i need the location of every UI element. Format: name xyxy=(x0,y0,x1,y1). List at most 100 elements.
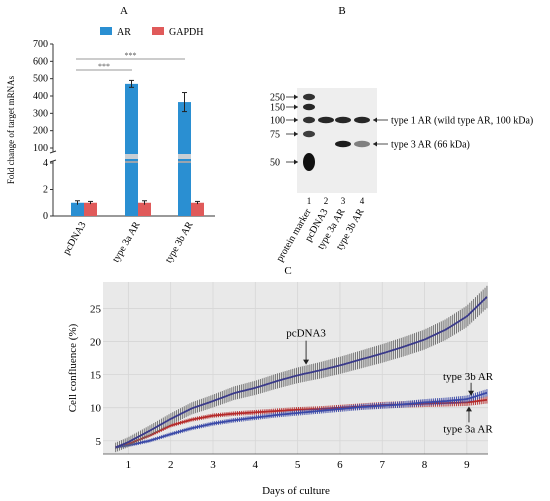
panel-label-b: B xyxy=(338,5,345,17)
annotation-label-type3b: type 3b AR xyxy=(443,371,494,383)
legend-swatch-ar xyxy=(100,27,112,35)
blot-band xyxy=(303,93,315,101)
blot-band xyxy=(303,116,315,124)
x-tick-label-c: 9 xyxy=(464,459,470,471)
y-tick-label-a: 100 xyxy=(33,143,48,154)
x-tick-label-c: 4 xyxy=(253,459,259,471)
series-c xyxy=(115,285,488,453)
plot-area-c xyxy=(103,282,488,454)
bar xyxy=(178,159,191,161)
y-tick-label-a: 400 xyxy=(33,91,48,102)
axes-c: 1 2 3 4 5 6 7 8 9 5 10 15 20 25 xyxy=(90,303,488,471)
bar xyxy=(71,202,84,216)
y-tick-label-a: 500 xyxy=(33,74,48,85)
marker-label: 50 xyxy=(270,158,280,169)
marker-label: 75 xyxy=(270,130,280,141)
band-annotations: type 1 AR (wild type AR, 100 kDa) type 3 … xyxy=(373,116,533,151)
bar xyxy=(178,163,191,216)
x-tick-label-c: 7 xyxy=(379,459,385,471)
x-tick-labels-a: pcDNA3 type 3a AR type 3b AR xyxy=(61,220,196,265)
lane-number: 3 xyxy=(341,196,346,206)
blot-band xyxy=(335,140,351,148)
bar xyxy=(191,202,204,216)
series-line xyxy=(115,399,487,449)
x-tick-label-c: 3 xyxy=(210,459,216,471)
panel-label-c: C xyxy=(284,265,291,277)
y-tick-label-a: 600 xyxy=(33,56,48,67)
blot-background xyxy=(297,88,377,193)
panel-label-a: A xyxy=(120,5,128,17)
legend-label-ar: AR xyxy=(117,27,131,38)
y-tick-label-c: 20 xyxy=(90,337,102,349)
legend-label-gapdh: GAPDH xyxy=(169,27,203,38)
series-line xyxy=(115,391,488,449)
y-tick-label-a: 0 xyxy=(43,211,48,222)
marker-label: 100 xyxy=(270,116,285,127)
y-tick-label-c: 25 xyxy=(90,303,102,315)
bar-break xyxy=(125,161,138,163)
bar xyxy=(125,163,138,216)
band-arrowhead xyxy=(373,141,377,147)
blot-band xyxy=(318,116,334,124)
blot-bands xyxy=(303,93,370,171)
annotation-label-pcdna3: pcDNA3 xyxy=(286,328,326,340)
x-tick-label-c: 5 xyxy=(295,459,301,471)
blot-band xyxy=(354,140,370,148)
x-tick-label-c: 1 xyxy=(126,459,132,471)
panel-c: C 1 2 3 4 5 6 7 8 9 5 10 15 20 25 pcDNA3 type 3b AR typ… xyxy=(67,265,494,497)
annotation-label-type3a: type 3a AR xyxy=(443,423,493,435)
annotation-arrowhead xyxy=(303,359,310,365)
blot-band xyxy=(303,153,315,171)
x-tick-label-a: type 3b AR xyxy=(163,220,195,265)
bar xyxy=(178,148,191,154)
significance-label: *** xyxy=(98,62,110,71)
legend-swatch-gapdh xyxy=(152,27,164,35)
marker-arrowhead xyxy=(294,159,298,165)
y-tick-label-a: 4 xyxy=(43,158,48,169)
y-tick-label-a: 2 xyxy=(43,185,48,196)
marker-arrowhead xyxy=(294,104,298,110)
band-arrowhead xyxy=(373,117,377,123)
bars-a xyxy=(71,79,204,216)
significance-brackets: *** *** xyxy=(76,51,185,71)
y-tick-label-a: 700 xyxy=(33,39,48,50)
y-tick-label-c: 10 xyxy=(90,403,102,415)
blot-band xyxy=(335,116,351,124)
y-tick-label-a: 300 xyxy=(33,108,48,119)
y-axis-label-c: Cell confluence (%) xyxy=(67,323,79,412)
series-line xyxy=(115,296,488,449)
lane-number: 4 xyxy=(360,196,365,206)
bar-break xyxy=(178,161,191,163)
axis-break-mark xyxy=(49,150,57,154)
band-annotation-label: type 1 AR (wild type AR, 100 kDa) xyxy=(391,116,533,127)
y-tick-label-a: 200 xyxy=(33,126,48,137)
panel-a: A AR GAPDH Fold change of target mRNAs 1… xyxy=(6,5,215,265)
line-annotations: pcDNA3 type 3b AR type 3a AR xyxy=(286,328,494,436)
bar xyxy=(178,102,191,148)
bar xyxy=(125,159,138,161)
blot-band xyxy=(303,130,315,138)
band-annotation-label: type 3 AR (66 kDa) xyxy=(391,140,470,151)
bar xyxy=(138,202,151,216)
bar-break xyxy=(125,154,138,159)
y-tick-label-c: 15 xyxy=(90,370,102,382)
x-tick-label-c: 8 xyxy=(422,459,428,471)
x-tick-label-a: type 3a AR xyxy=(111,220,143,265)
marker-label: 150 xyxy=(270,103,285,114)
blot-band xyxy=(354,116,370,124)
x-tick-label-c: 2 xyxy=(168,459,174,471)
axis-break-mark xyxy=(49,159,57,163)
marker-label: 250 xyxy=(270,93,285,104)
x-tick-label-a: pcDNA3 xyxy=(61,220,89,257)
legend-a: AR GAPDH xyxy=(100,27,203,38)
lane-number: 2 xyxy=(324,196,329,206)
y-tick-label-c: 5 xyxy=(96,436,102,448)
series-2 xyxy=(115,389,488,449)
series-0 xyxy=(115,285,488,453)
y-axis-label-a: Fold change of target mRNAs xyxy=(6,75,16,184)
marker-arrowhead xyxy=(294,117,298,123)
